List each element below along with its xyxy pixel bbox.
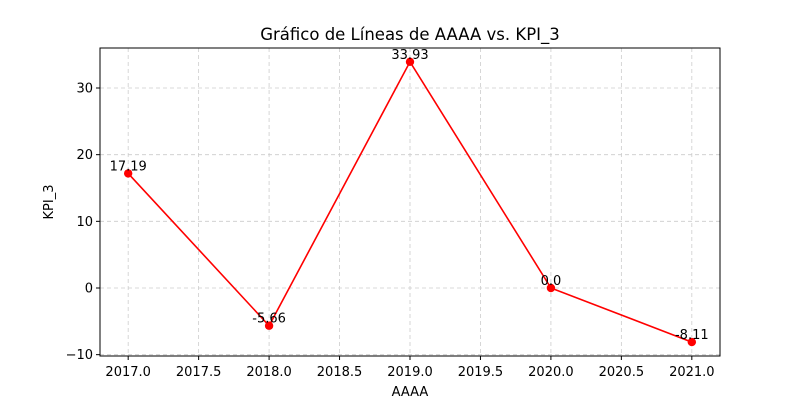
data-label: 33.93 — [391, 48, 428, 63]
x-tick-label: 2017.5 — [176, 365, 222, 380]
x-tick-label: 2017.0 — [105, 365, 151, 380]
data-label: 0.0 — [541, 274, 562, 289]
data-point — [264, 321, 274, 330]
y-tick-label: 20 — [76, 148, 93, 163]
data-point — [405, 57, 415, 66]
x-tick-label: 2021.0 — [669, 365, 715, 380]
y-tick-label: −10 — [66, 348, 93, 363]
series-kpi-3: 17.19 -5.66 33.93 0.0 -8.11 — [110, 48, 709, 347]
y-tick-label: 0 — [85, 282, 93, 297]
axis-ticks: 2017.0 2017.5 2018.0 2018.5 2019.0 2019.5 2020… — [66, 82, 715, 381]
data-label: -5.66 — [252, 312, 286, 327]
x-tick-label: 2018.5 — [317, 365, 363, 380]
grid — [100, 48, 720, 356]
x-tick-label: 2019.5 — [458, 365, 504, 380]
x-tick-label: 2020.5 — [599, 365, 645, 380]
y-tick-label: 10 — [76, 215, 93, 230]
data-point — [123, 169, 133, 178]
data-point — [687, 337, 697, 347]
data-point — [546, 283, 556, 293]
x-tick-label: 2019.0 — [387, 365, 433, 380]
data-label: 17.19 — [110, 159, 147, 174]
y-axis-title: KPI_3 — [42, 185, 57, 220]
x-axis-title: AAAA — [392, 385, 429, 400]
x-tick-label: 2018.0 — [246, 365, 292, 380]
chart-title: Gráfico de Líneas de AAAA vs. KPI_3 — [260, 25, 560, 45]
data-label: -8.11 — [675, 328, 709, 343]
x-tick-label: 2020.0 — [528, 365, 574, 380]
y-tick-label: 30 — [76, 82, 93, 97]
